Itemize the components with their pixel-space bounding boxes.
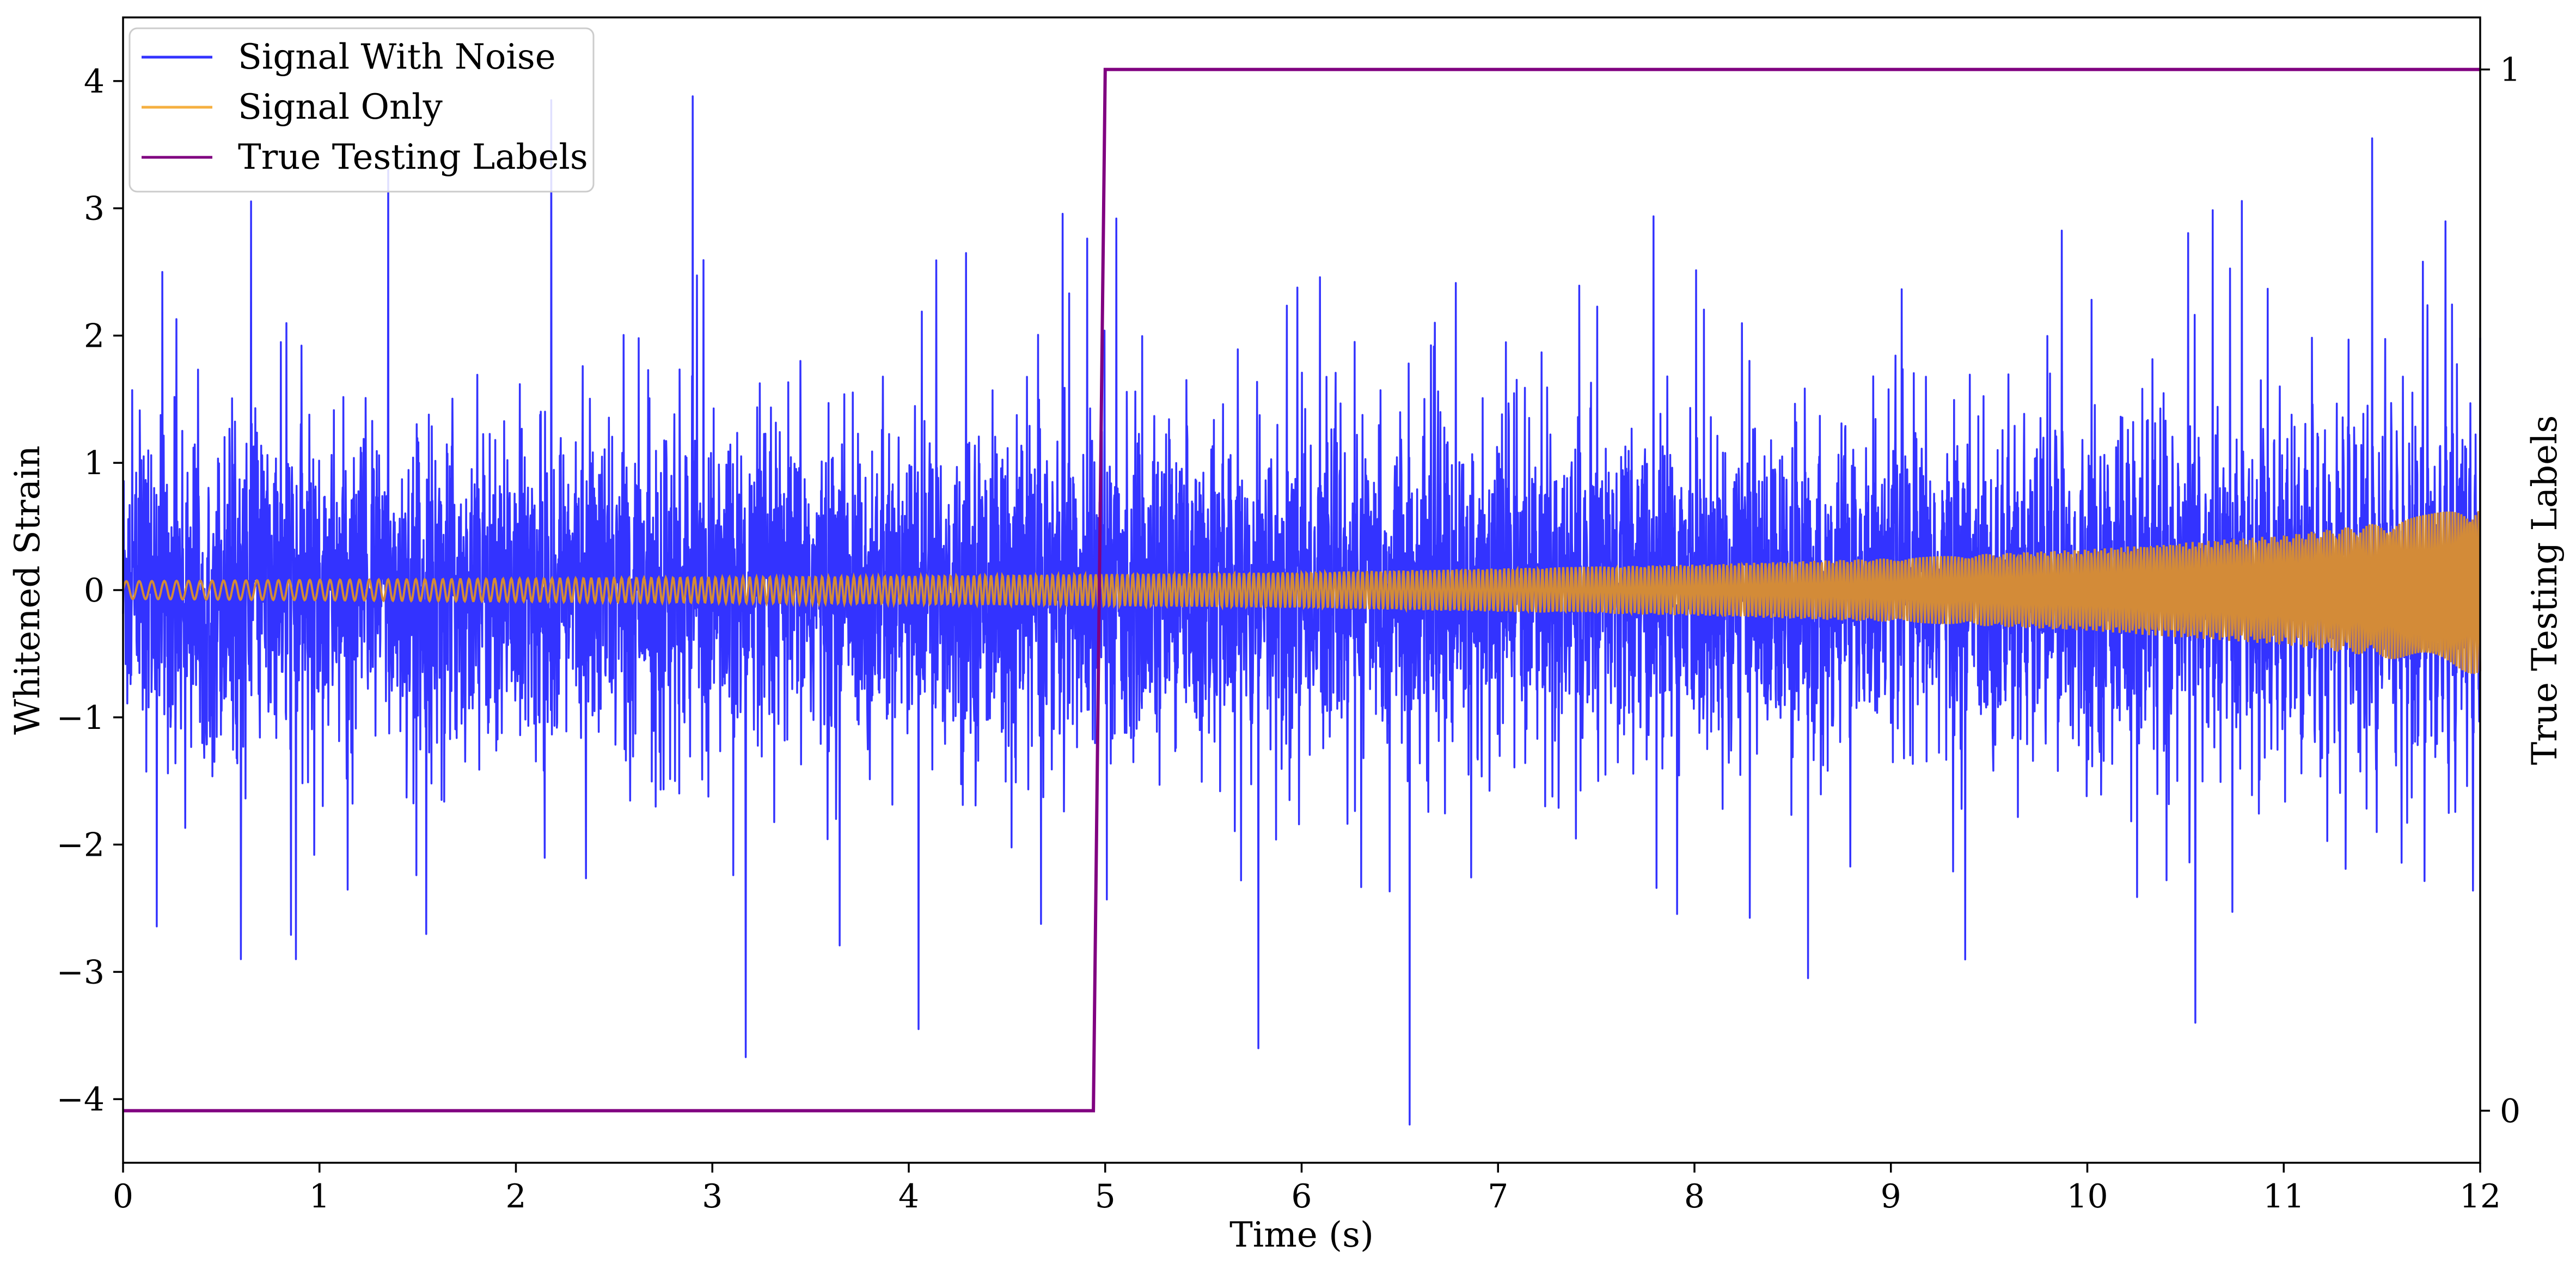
x-tick-label: 0	[113, 1177, 133, 1216]
x-tick-label: 3	[702, 1177, 723, 1216]
y-tick-label: 2	[84, 317, 105, 355]
y2-tick-label: 0	[2500, 1092, 2520, 1130]
signal-only-line	[122, 511, 2481, 674]
y-axis-left: −4 −3 −2 −1 0 1 2 3 4	[57, 63, 123, 1119]
signal-with-noise-series	[122, 95, 2481, 1126]
y-axis-label: Whitened Strain	[8, 445, 48, 734]
signal-with-noise-line	[122, 95, 2481, 1126]
legend-label: True Testing Labels	[238, 137, 588, 177]
legend-label: Signal With Noise	[238, 37, 556, 77]
y-tick-label: −4	[57, 1081, 105, 1119]
signal-only-series	[122, 511, 2481, 674]
y-tick-label: 3	[84, 190, 105, 228]
x-tick-label: 12	[2459, 1177, 2501, 1216]
x-tick-label: 2	[505, 1177, 526, 1216]
x-tick-label: 1	[309, 1177, 330, 1216]
x-axis-label: Time (s)	[1229, 1215, 1374, 1255]
x-tick-label: 7	[1488, 1177, 1508, 1216]
legend-label: Signal Only	[238, 87, 443, 127]
y-tick-label: −2	[57, 826, 105, 864]
x-tick-label: 6	[1291, 1177, 1312, 1216]
x-tick-label: 5	[1095, 1177, 1116, 1216]
y-axis-right: 01	[2480, 51, 2520, 1130]
x-axis: 0 1 2 3 4 5 6 7 8 9 10 11 12	[113, 1163, 2501, 1216]
y-tick-label: −3	[57, 953, 105, 991]
x-tick-label: 9	[1881, 1177, 1901, 1216]
legend: Signal With Noise Signal Only True Testing…	[129, 27, 595, 193]
x-tick-label: 10	[2066, 1177, 2108, 1216]
y2-axis-label: True Testing Labels	[2525, 415, 2565, 765]
y-tick-label: 1	[84, 444, 105, 482]
y-tick-label: 0	[84, 572, 105, 610]
x-tick-label: 4	[898, 1177, 919, 1216]
x-tick-label: 8	[1684, 1177, 1705, 1216]
legend-box	[129, 27, 595, 193]
y-tick-label: −1	[57, 699, 105, 737]
x-tick-label: 11	[2263, 1177, 2304, 1216]
true-testing-labels-series	[123, 68, 2480, 1113]
y2-tick-label: 1	[2500, 51, 2520, 89]
true-testing-labels-line	[123, 68, 2480, 1113]
y-tick-label: 4	[84, 63, 105, 101]
